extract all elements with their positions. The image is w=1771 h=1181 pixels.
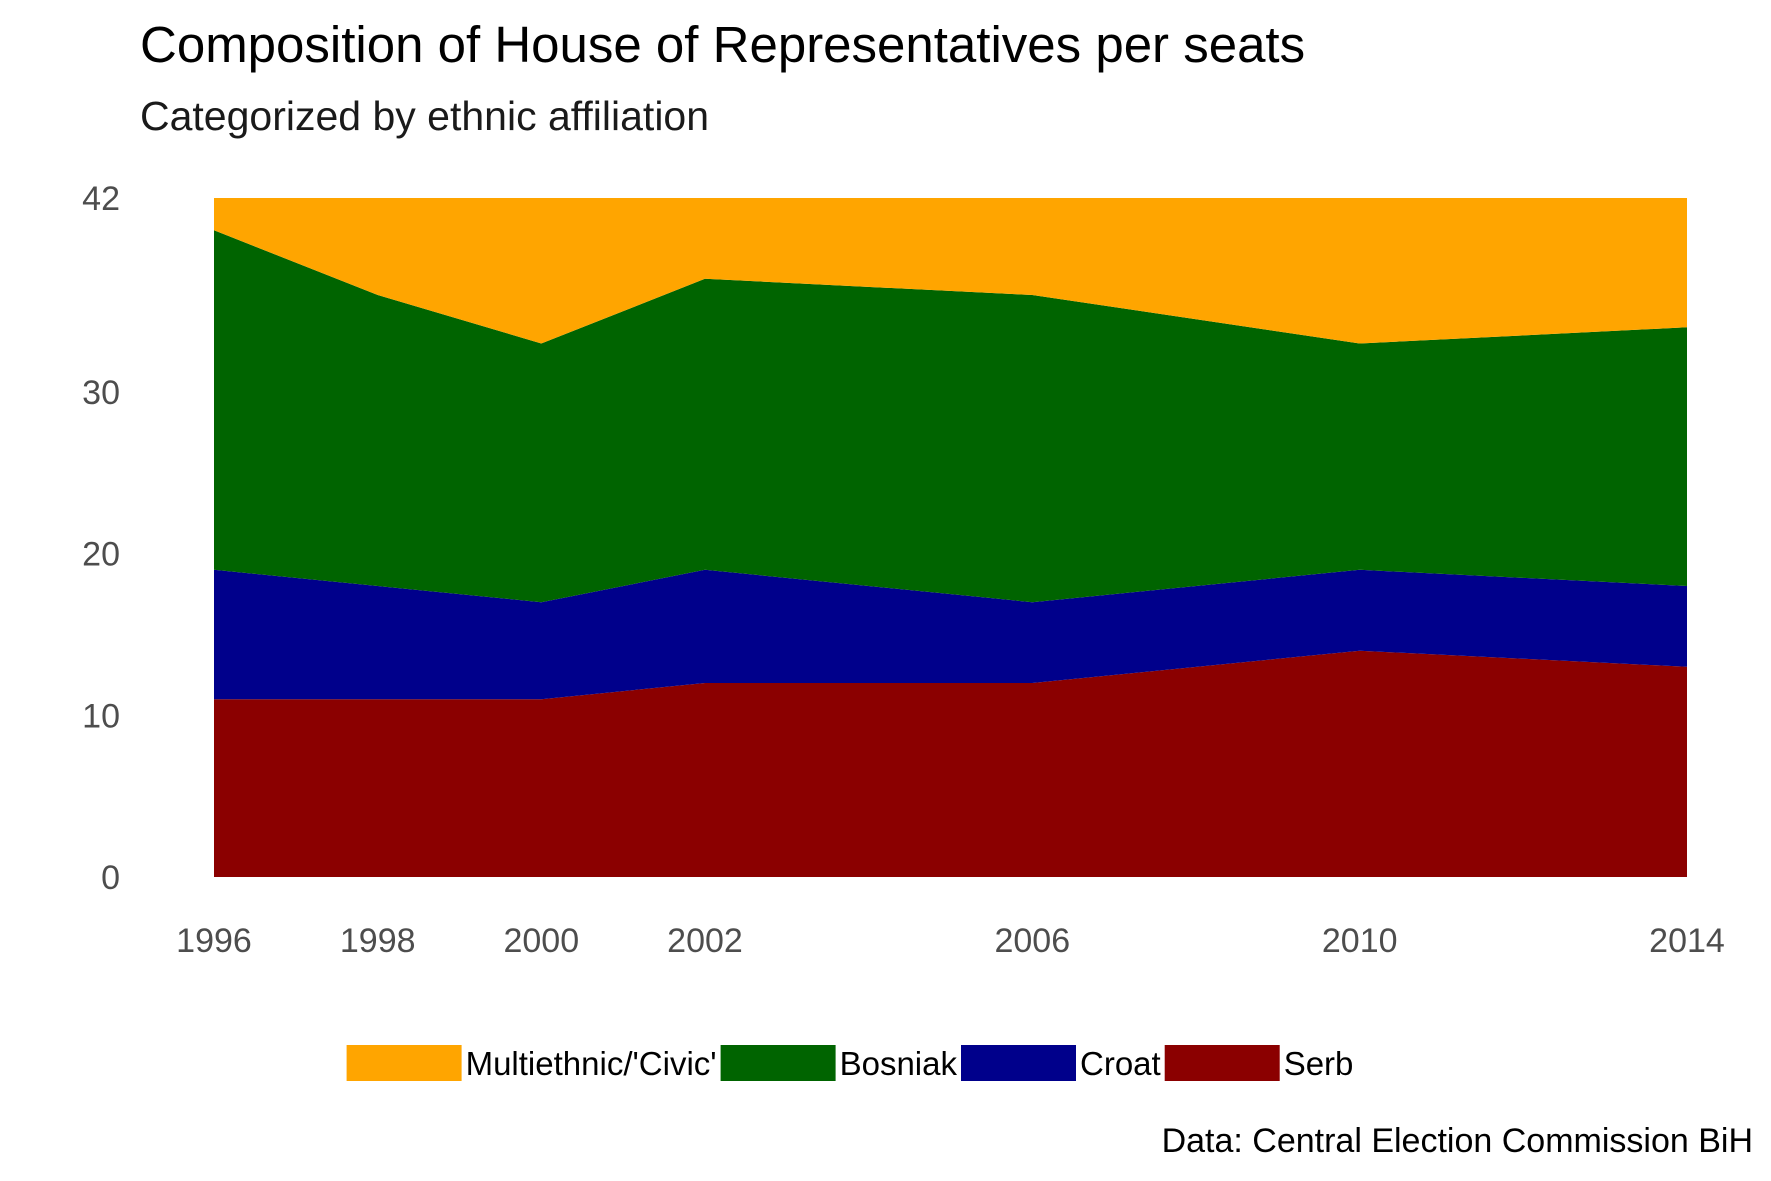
y-tick-label: 10 — [82, 697, 120, 735]
area-series-multiethnic-civic — [214, 198, 1687, 344]
area-series-croat — [214, 569, 1687, 700]
chart-subtitle: Categorized by ethnic affiliation — [140, 93, 709, 139]
chart-title: Composition of House of Representatives … — [140, 16, 1305, 73]
area-series-serb — [214, 650, 1687, 877]
y-axis: 0 10 20 30 42 — [82, 180, 120, 897]
legend-label-multiethnic-civic: Multiethnic/'Civic' — [466, 1045, 717, 1082]
x-tick-label: 1998 — [340, 922, 416, 960]
legend-swatch-serb — [1164, 1045, 1280, 1081]
y-tick-label: 30 — [82, 374, 120, 412]
y-tick-label: 20 — [82, 536, 120, 574]
legend-label-serb: Serb — [1284, 1045, 1354, 1082]
x-tick-label: 2000 — [503, 922, 579, 960]
x-tick-label: 2006 — [994, 922, 1070, 960]
area-series-bosniak — [214, 230, 1687, 603]
y-tick-label: 42 — [82, 180, 120, 218]
chart-caption: Data: Central Election Commission BiH — [1162, 1122, 1753, 1160]
y-tick-label: 0 — [101, 859, 120, 897]
x-tick-label: 2002 — [667, 922, 743, 960]
x-tick-label: 1996 — [176, 922, 252, 960]
x-tick-label: 2010 — [1322, 922, 1398, 960]
x-axis: 1996 1998 2000 2002 2006 2010 2014 — [176, 922, 1725, 960]
legend-swatch-bosniak — [720, 1045, 836, 1081]
legend-label-croat: Croat — [1080, 1045, 1161, 1082]
legend-label-bosniak: Bosniak — [840, 1045, 958, 1082]
plot-area — [214, 198, 1687, 877]
legend-swatch-croat — [961, 1045, 1076, 1081]
x-tick-label: 2014 — [1649, 922, 1725, 960]
legend-swatch-multiethnic-civic — [346, 1045, 462, 1081]
legend: Multiethnic/'Civic' Bosniak Croat Serb — [346, 1045, 1354, 1082]
